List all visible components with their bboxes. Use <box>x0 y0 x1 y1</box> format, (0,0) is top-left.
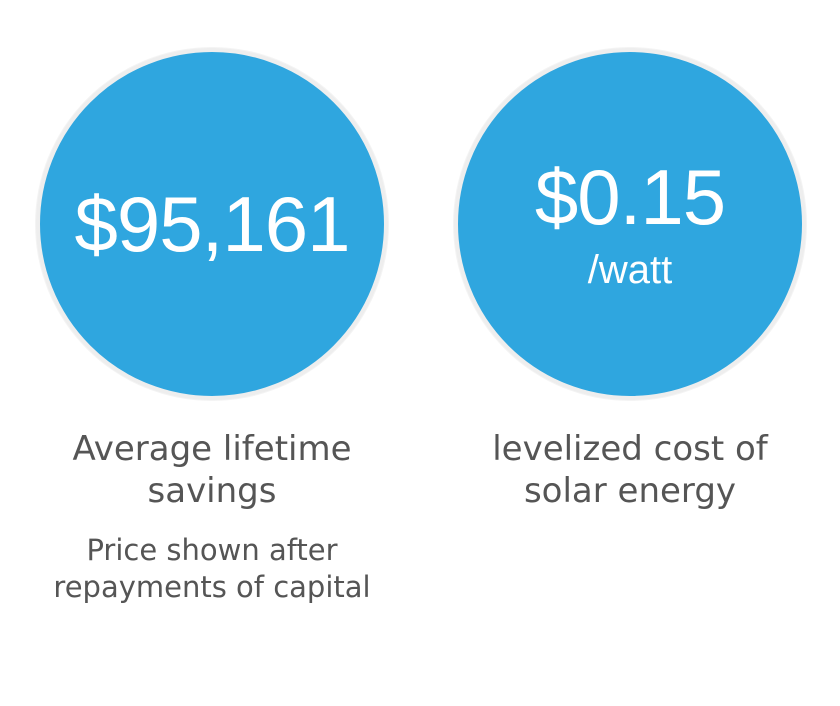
levelized-cost-caption: levelized cost of solar energy <box>492 429 768 511</box>
levelized-cost-value: $0.15 <box>534 153 726 241</box>
lifetime-savings-stat: $95,161 Average lifetime savings Price s… <box>32 48 392 606</box>
levelized-cost-unit: /watt <box>587 248 673 292</box>
lifetime-savings-note: Price shown after repayments of capital <box>53 533 371 604</box>
levelized-cost-circle: $0.15 /watt <box>454 48 806 400</box>
levelized-cost-stat: $0.15 /watt levelized cost of solar ener… <box>450 48 810 512</box>
lifetime-savings-caption: Average lifetime savings <box>72 429 352 511</box>
lifetime-savings-circle: $95,161 <box>36 48 388 400</box>
lifetime-savings-value: $95,161 <box>74 180 351 268</box>
